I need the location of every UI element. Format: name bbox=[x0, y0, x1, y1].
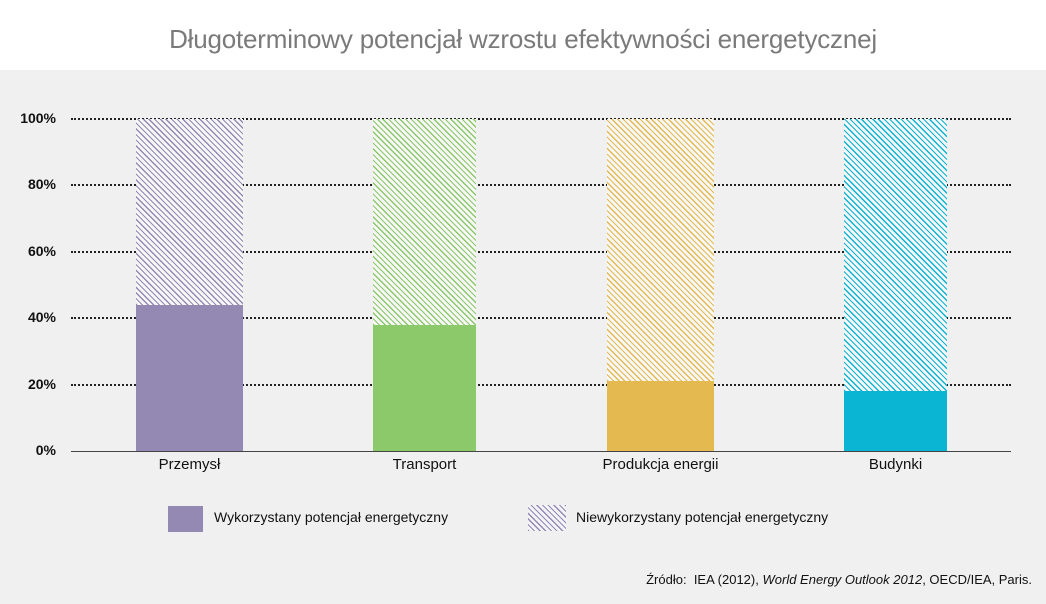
bar-przemysł bbox=[136, 119, 243, 451]
bar-budynki bbox=[844, 119, 947, 451]
legend-swatch-unused bbox=[528, 505, 566, 531]
y-tick-label: 60% bbox=[27, 242, 56, 259]
bar-segment-used bbox=[136, 304, 243, 451]
source-label: Źródło: bbox=[646, 572, 687, 587]
bar-segment-used bbox=[607, 381, 714, 451]
bar-segment-used bbox=[373, 324, 476, 451]
legend-label-unused: Niewykorzystany potencjał energetyczny bbox=[576, 509, 829, 525]
gridline bbox=[71, 383, 1011, 386]
source-title: World Energy Outlook 2012 bbox=[762, 572, 923, 587]
x-axis-line bbox=[71, 451, 1011, 452]
y-tick-label: 0% bbox=[35, 442, 56, 458]
source-post: , OECD/IEA, Paris. bbox=[922, 572, 1032, 587]
bar-transport bbox=[373, 119, 476, 451]
x-category-label: Przemysł bbox=[158, 456, 221, 473]
gridline bbox=[71, 250, 1011, 253]
y-tick-label: 100% bbox=[20, 110, 56, 126]
source-pre: IEA (2012), bbox=[693, 572, 759, 587]
x-category-label: Produkcja energii bbox=[602, 456, 719, 473]
y-tick-label: 80% bbox=[27, 176, 56, 193]
gridline bbox=[71, 184, 1011, 187]
gridline bbox=[71, 118, 1011, 120]
bar-produkcja-energii bbox=[607, 119, 714, 451]
bar-segment-unused bbox=[844, 119, 947, 392]
x-category-label: Budynki bbox=[868, 456, 923, 473]
bar-segment-used bbox=[844, 391, 947, 451]
gridline bbox=[71, 317, 1011, 320]
source-note: Źródło: IEA (2012), World Energy Outlook… bbox=[646, 572, 1032, 587]
y-tick-label: 20% bbox=[27, 375, 56, 392]
legend-swatch-used bbox=[168, 506, 203, 532]
bar-segment-unused bbox=[373, 119, 476, 325]
bar-segment-unused bbox=[607, 119, 714, 382]
y-tick-label: 40% bbox=[27, 309, 56, 326]
legend-label-used: Wykorzystany potencjał energetyczny bbox=[214, 509, 449, 525]
bar-segment-unused bbox=[136, 119, 243, 305]
x-category-label: Transport bbox=[392, 456, 457, 473]
chart-title: Długoterminowy potencjał wzrostu efektyw… bbox=[169, 24, 877, 54]
